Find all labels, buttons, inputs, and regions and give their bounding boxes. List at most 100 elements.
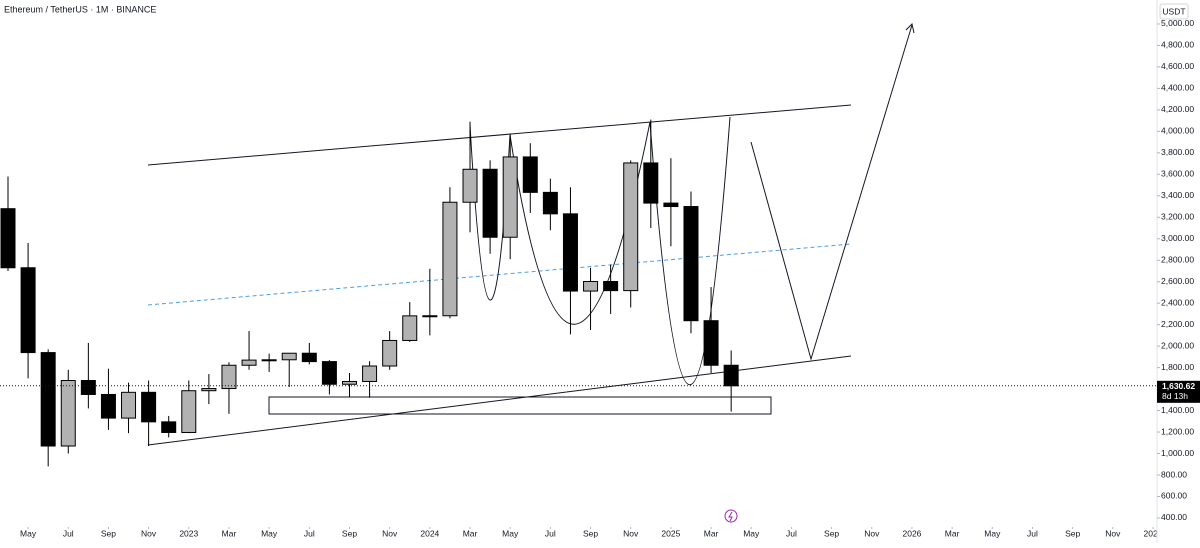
countdown: 8d 13h xyxy=(1162,391,1188,401)
candle-body xyxy=(683,206,699,322)
candle-body xyxy=(100,393,116,419)
y-tick-label: 4,400.00 xyxy=(1161,83,1194,93)
candle-body xyxy=(141,391,157,423)
y-tick-label: 2,200.00 xyxy=(1161,319,1194,329)
x-tick-label: Mar xyxy=(222,528,237,538)
x-tick-label: Nov xyxy=(864,528,880,538)
candle-body xyxy=(20,267,36,354)
projection-arrow xyxy=(750,24,913,361)
x-tick-label: Nov xyxy=(1105,528,1121,538)
y-tick-label: 400.00 xyxy=(1161,512,1187,522)
x-tick-label: Jul xyxy=(786,528,797,538)
support-box xyxy=(268,396,772,415)
candle-body xyxy=(121,391,137,419)
candle-body xyxy=(643,162,659,204)
candle-body xyxy=(341,380,357,385)
y-tick-label: 1,800.00 xyxy=(1161,362,1194,372)
candle-body xyxy=(542,191,558,215)
x-tick-label: May xyxy=(261,528,278,538)
candle-body xyxy=(442,201,458,317)
candle-body xyxy=(522,156,538,193)
candle-body xyxy=(723,364,739,387)
chart-title: Ethereum / TetherUS · 1M · BINANCE xyxy=(4,4,156,14)
candle-body xyxy=(0,208,16,269)
x-tick-label: Nov xyxy=(623,528,639,538)
y-tick-label: 2,400.00 xyxy=(1161,297,1194,307)
x-tick-label: Sep xyxy=(342,528,357,538)
trend-line xyxy=(147,355,852,446)
mid-line xyxy=(147,243,852,306)
y-tick-label: 3,600.00 xyxy=(1161,169,1194,179)
x-tick-label: Mar xyxy=(704,528,719,538)
x-tick-label: Sep xyxy=(824,528,839,538)
candle-body xyxy=(663,202,679,208)
y-tick-label: 4,200.00 xyxy=(1161,104,1194,114)
pattern-curve xyxy=(469,116,731,386)
event-icon xyxy=(728,511,733,522)
candle-body xyxy=(562,213,578,292)
x-tick-label: Nov xyxy=(141,528,157,538)
x-tick-label: Jul xyxy=(63,528,74,538)
y-tick-label: 4,000.00 xyxy=(1161,126,1194,136)
trend-line xyxy=(147,104,852,166)
candle-body xyxy=(161,421,177,433)
plot-area: May Jul Sep Nov 2023 Mar May Jul Sep Nov 2024 Mar Ma… xyxy=(0,23,1163,538)
y-tick-label: 5,000.00 xyxy=(1161,18,1194,28)
x-tick-label: 2027 xyxy=(1144,528,1163,538)
x-tick-label: Jul xyxy=(304,528,315,538)
candle-body xyxy=(603,280,619,292)
y-tick-label: 600.00 xyxy=(1161,491,1187,501)
y-tick-label: 3,400.00 xyxy=(1161,190,1194,200)
candle-body xyxy=(482,168,498,238)
y-tick-label: 2,000.00 xyxy=(1161,340,1194,350)
y-tick-label: 4,600.00 xyxy=(1161,61,1194,71)
y-tick-label: 4,800.00 xyxy=(1161,40,1194,50)
candle-body xyxy=(703,320,719,366)
candle-body xyxy=(40,352,56,447)
currency-box xyxy=(1159,3,1189,20)
candle-body xyxy=(201,388,217,392)
x-tick-label: May xyxy=(984,528,1001,538)
x-tick-label: Sep xyxy=(583,528,598,538)
candle-body xyxy=(241,359,257,366)
x-tick-label: 2023 xyxy=(179,528,198,538)
last-price-tag xyxy=(1157,380,1200,403)
candle-body xyxy=(181,390,197,433)
candle-body xyxy=(281,352,297,361)
candle-body xyxy=(321,361,337,385)
x-tick-label: May xyxy=(743,528,760,538)
y-tick-label: 1,400.00 xyxy=(1161,405,1194,415)
x-tick-label: 2025 xyxy=(661,528,680,538)
candle-body xyxy=(261,359,277,362)
candle-body xyxy=(422,315,438,318)
candle-body xyxy=(60,380,76,447)
y-tick-label: 2,600.00 xyxy=(1161,276,1194,286)
candle-body xyxy=(382,339,398,367)
y-tick-label: 1,200.00 xyxy=(1161,426,1194,436)
x-tick-label: Jul xyxy=(545,528,556,538)
x-tick-label: Mar xyxy=(945,528,960,538)
y-tick-label: 2,800.00 xyxy=(1161,254,1194,264)
candle-body xyxy=(362,365,378,382)
y-tick-label: 3,800.00 xyxy=(1161,147,1194,157)
y-tick-label: 3,200.00 xyxy=(1161,212,1194,222)
x-tick-label: May xyxy=(502,528,519,538)
y-tick-label: 1,000.00 xyxy=(1161,448,1194,458)
candle-body xyxy=(462,168,478,203)
x-tick-label: Jul xyxy=(1027,528,1038,538)
y-tick-label: 800.00 xyxy=(1161,469,1187,479)
x-tick-label: Mar xyxy=(463,528,478,538)
candle-body xyxy=(402,315,418,341)
candle-body xyxy=(301,352,317,363)
x-tick-label: 2024 xyxy=(420,528,439,538)
currency: USDT xyxy=(1162,6,1185,16)
candle-body xyxy=(502,156,518,238)
x-tick-label: Sep xyxy=(1065,528,1080,538)
x-tick-label: May xyxy=(20,528,37,538)
x-tick-label: Sep xyxy=(101,528,116,538)
candle-body xyxy=(221,364,237,390)
candle-body xyxy=(80,380,96,395)
candle-body xyxy=(623,162,639,292)
candle-body xyxy=(583,280,599,292)
